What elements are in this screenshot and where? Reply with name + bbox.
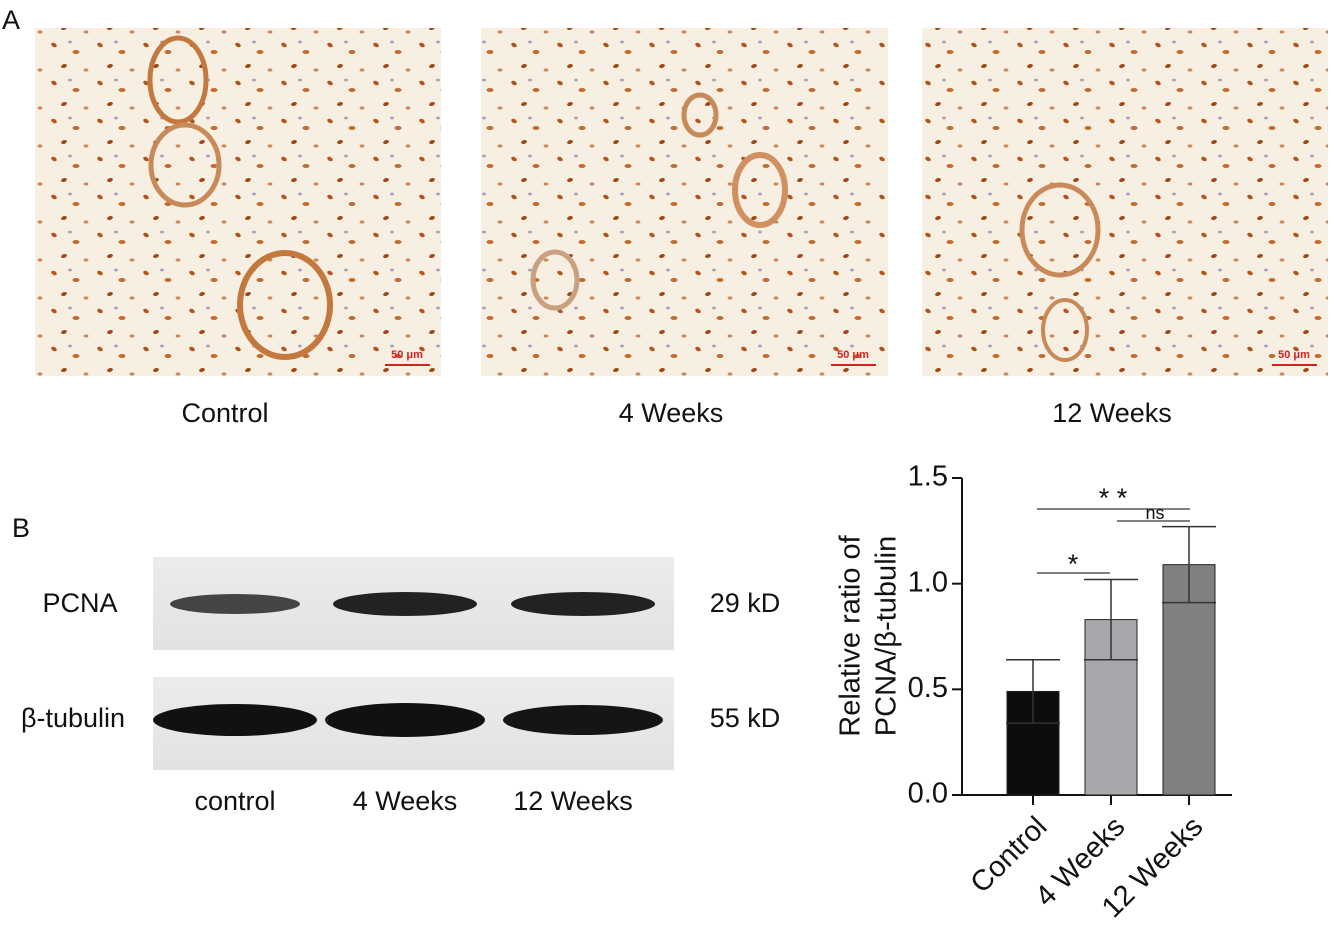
vessel [147, 35, 209, 125]
significance-brackets [1037, 508, 1190, 574]
y-tick-label: 1.0 [908, 566, 948, 598]
lane-label: 12 Weeks [513, 786, 633, 816]
significance: ns [1145, 503, 1164, 523]
y-axis-label: Relative ratio of [835, 534, 867, 736]
protein-label: β-tubulin [21, 703, 125, 733]
vessel [530, 249, 580, 311]
y-tick-label: 1.5 [908, 461, 948, 493]
significance: * * [1099, 483, 1128, 513]
image [922, 28, 1328, 376]
vessel [681, 92, 719, 138]
band [333, 592, 477, 616]
band [325, 703, 485, 737]
size-label: 29 kD [710, 588, 781, 618]
band [503, 705, 663, 735]
size-label: 55 kD [710, 703, 781, 733]
y-tick-label: 0.5 [908, 672, 948, 704]
scale-bar-label: 50 μm [1278, 349, 1310, 361]
significance: * [1068, 549, 1079, 579]
band [170, 594, 300, 614]
lane-label: control [194, 786, 275, 816]
band [153, 704, 317, 736]
image-caption: 4 Weeks [619, 398, 724, 428]
lane-label: 4 Weeks [353, 786, 458, 816]
vessel [1019, 182, 1101, 278]
bands [153, 592, 663, 737]
vessel [732, 152, 788, 228]
y-tick-label: 0.0 [908, 778, 948, 810]
panel-label: A [2, 5, 20, 35]
panel-label: B [12, 513, 30, 543]
protein-label: PCNA [42, 588, 117, 618]
vessel [1041, 298, 1089, 362]
vessel [237, 250, 333, 360]
image-caption: Control [181, 398, 268, 428]
y-axis-label: PCNA/β-tubulin [871, 536, 903, 736]
scale-bar-label: 50 μm [837, 349, 869, 361]
band [511, 592, 655, 616]
image [35, 28, 441, 376]
image [481, 28, 888, 376]
vessel [148, 122, 222, 208]
image-caption: 12 Weeks [1052, 398, 1172, 428]
scale-bar-label: 50 μm [391, 349, 423, 361]
histology [35, 28, 1328, 376]
